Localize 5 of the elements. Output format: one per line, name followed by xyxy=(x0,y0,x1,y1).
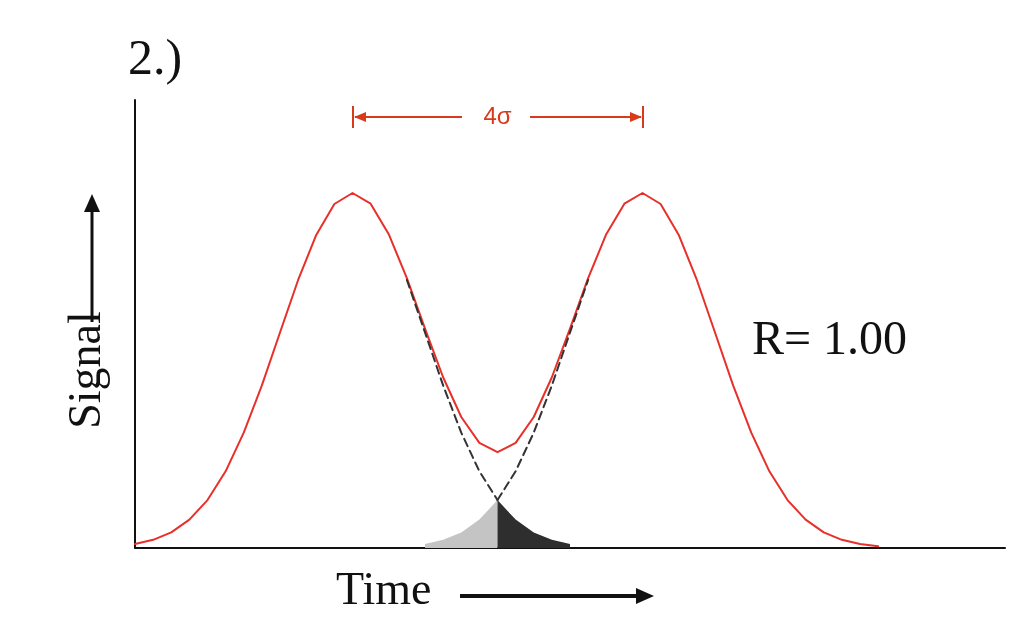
chart-title: 2.) xyxy=(128,28,183,86)
annotation: R= 1.00 xyxy=(752,310,908,365)
y-axis-title: Signal xyxy=(57,311,111,429)
x-axis-title: Time xyxy=(336,562,432,615)
text: 4σ xyxy=(483,102,512,130)
